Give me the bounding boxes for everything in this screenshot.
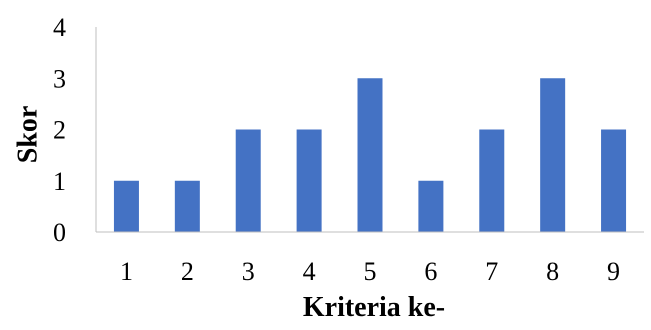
bar-8: [540, 78, 566, 232]
bar-6: [418, 180, 444, 232]
x-tick-label: 2: [181, 257, 194, 286]
y-tick-label: 0: [53, 218, 66, 247]
bars-layer: [113, 78, 627, 232]
bar-2: [174, 180, 200, 232]
y-tick-labels: 0 1 2 3 4: [53, 13, 66, 247]
x-tick-label: 7: [485, 257, 498, 286]
y-axis-title: Skor: [12, 106, 43, 164]
bar-9: [601, 129, 627, 232]
x-tick-label: 4: [303, 257, 316, 286]
x-tick-label: 6: [424, 257, 437, 286]
bar-3: [235, 129, 261, 232]
bar-7: [479, 129, 505, 232]
y-tick-label: 3: [53, 64, 66, 93]
x-tick-label: 5: [364, 257, 377, 286]
bar-4: [296, 129, 322, 232]
x-tick-label: 1: [120, 257, 133, 286]
y-tick-label: 4: [53, 13, 66, 42]
x-axis-title: Kriteria ke-: [303, 292, 445, 323]
x-tick-label: 9: [607, 257, 620, 286]
x-tick-labels: 1 2 3 4 5 6 7 8 9: [120, 257, 620, 286]
bar-5: [357, 78, 383, 232]
x-tick-label: 8: [546, 257, 559, 286]
x-tick-label: 3: [242, 257, 255, 286]
bar-1: [113, 180, 139, 232]
y-tick-label: 1: [53, 167, 66, 196]
y-tick-label: 2: [53, 116, 66, 145]
